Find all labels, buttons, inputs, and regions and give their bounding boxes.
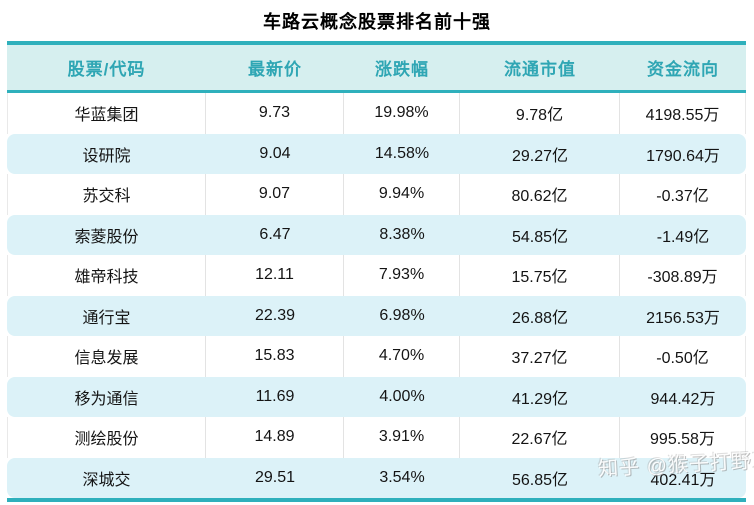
stock-name-cell: 苏交科	[7, 174, 206, 215]
table-top-border	[7, 41, 746, 45]
page-title: 车路云概念股票排名前十强	[263, 11, 491, 32]
change-percent-cell: 19.98%	[344, 93, 460, 134]
change-percent-cell: 7.93%	[344, 255, 460, 296]
column-header-change-percent: 涨跌幅	[375, 60, 429, 79]
stock-name-cell: 索菱股份	[74, 228, 139, 246]
market-cap-cell: 37.27亿	[460, 336, 620, 377]
market-cap-cell: 15.75亿	[460, 255, 620, 296]
latest-price-cell: 29.51	[254, 468, 296, 486]
table-header-row: 股票/代码 最新价 涨跌幅 流通市值 资金流向	[7, 45, 746, 90]
capital-flow-cell: 944.42万	[650, 390, 716, 408]
change-percent-cell: 9.94%	[344, 174, 460, 215]
stock-name-cell: 设研院	[82, 147, 131, 165]
column-header-stock-code: 股票/代码	[67, 60, 146, 79]
capital-flow-cell: 402.41万	[650, 471, 716, 489]
table-bottom-border	[7, 498, 746, 502]
table-row: 设研院 9.04 14.58% 29.27亿 1790.64万	[7, 133, 746, 174]
change-percent-cell: 14.58%	[374, 144, 430, 162]
latest-price-cell: 6.47	[259, 225, 291, 243]
column-header-market-cap: 流通市值	[504, 60, 576, 79]
capital-flow-cell: -1.49亿	[656, 228, 710, 246]
change-percent-cell: 4.70%	[344, 336, 460, 377]
market-cap-cell: 9.78亿	[460, 93, 620, 134]
column-header-capital-flow: 资金流向	[647, 60, 719, 79]
latest-price-cell: 9.73	[206, 93, 344, 134]
capital-flow-cell: 4198.55万	[620, 93, 746, 134]
stock-name-cell: 信息发展	[7, 336, 206, 377]
stock-name-cell: 测绘股份	[7, 417, 206, 458]
table-row: 苏交科 9.07 9.94% 80.62亿 -0.37亿	[7, 174, 746, 215]
stock-ranking-table: 股票/代码 最新价 涨跌幅 流通市值 资金流向 华蓝集团 9.73 19.98% 9.…	[7, 41, 746, 502]
table-row: 测绘股份 14.89 3.91% 22.67亿 995.58万	[7, 417, 746, 458]
stock-name-cell: 移为通信	[74, 390, 139, 408]
market-cap-cell: 41.29亿	[511, 390, 569, 408]
change-percent-cell: 3.91%	[344, 417, 460, 458]
capital-flow-cell: 1790.64万	[646, 147, 720, 165]
latest-price-cell: 9.07	[206, 174, 344, 215]
table-row: 华蓝集团 9.73 19.98% 9.78亿 4198.55万	[7, 93, 746, 134]
latest-price-cell: 9.04	[259, 144, 291, 162]
capital-flow-cell: -0.37亿	[620, 174, 746, 215]
market-cap-cell: 56.85亿	[511, 471, 569, 489]
change-percent-cell: 3.54%	[379, 468, 425, 486]
latest-price-cell: 15.83	[206, 336, 344, 377]
header-bottom-border	[7, 90, 746, 93]
capital-flow-cell: 995.58万	[620, 417, 746, 458]
table-row: 移为通信 11.69 4.00% 41.29亿 944.42万	[7, 376, 746, 417]
column-header-latest-price: 最新价	[248, 60, 302, 79]
market-cap-cell: 80.62亿	[460, 174, 620, 215]
market-cap-cell: 26.88亿	[511, 309, 569, 327]
capital-flow-cell: -308.89万	[620, 255, 746, 296]
table-row: 深城交 29.51 3.54% 56.85亿 402.41万	[7, 457, 746, 498]
table-row: 雄帝科技 12.11 7.93% 15.75亿 -308.89万	[7, 255, 746, 296]
table-row: 信息发展 15.83 4.70% 37.27亿 -0.50亿	[7, 336, 746, 377]
latest-price-cell: 14.89	[206, 417, 344, 458]
table-body: 华蓝集团 9.73 19.98% 9.78亿 4198.55万设研院 9.04 14.58%…	[7, 93, 746, 498]
stock-name-cell: 通行宝	[82, 309, 131, 327]
market-cap-cell: 22.67亿	[460, 417, 620, 458]
stock-name-cell: 深城交	[82, 471, 131, 489]
change-percent-cell: 6.98%	[379, 306, 425, 324]
table-row: 通行宝 22.39 6.98% 26.88亿 2156.53万	[7, 295, 746, 336]
latest-price-cell: 22.39	[254, 306, 296, 324]
stock-name-cell: 华蓝集团	[7, 93, 206, 134]
change-percent-cell: 4.00%	[379, 387, 425, 405]
market-cap-cell: 54.85亿	[511, 228, 569, 246]
capital-flow-cell: -0.50亿	[620, 336, 746, 377]
table-row: 索菱股份 6.47 8.38% 54.85亿 -1.49亿	[7, 214, 746, 255]
latest-price-cell: 11.69	[255, 387, 295, 405]
latest-price-cell: 12.11	[206, 255, 344, 296]
stock-name-cell: 雄帝科技	[7, 255, 206, 296]
capital-flow-cell: 2156.53万	[646, 309, 720, 327]
change-percent-cell: 8.38%	[379, 225, 425, 243]
market-cap-cell: 29.27亿	[511, 147, 569, 165]
